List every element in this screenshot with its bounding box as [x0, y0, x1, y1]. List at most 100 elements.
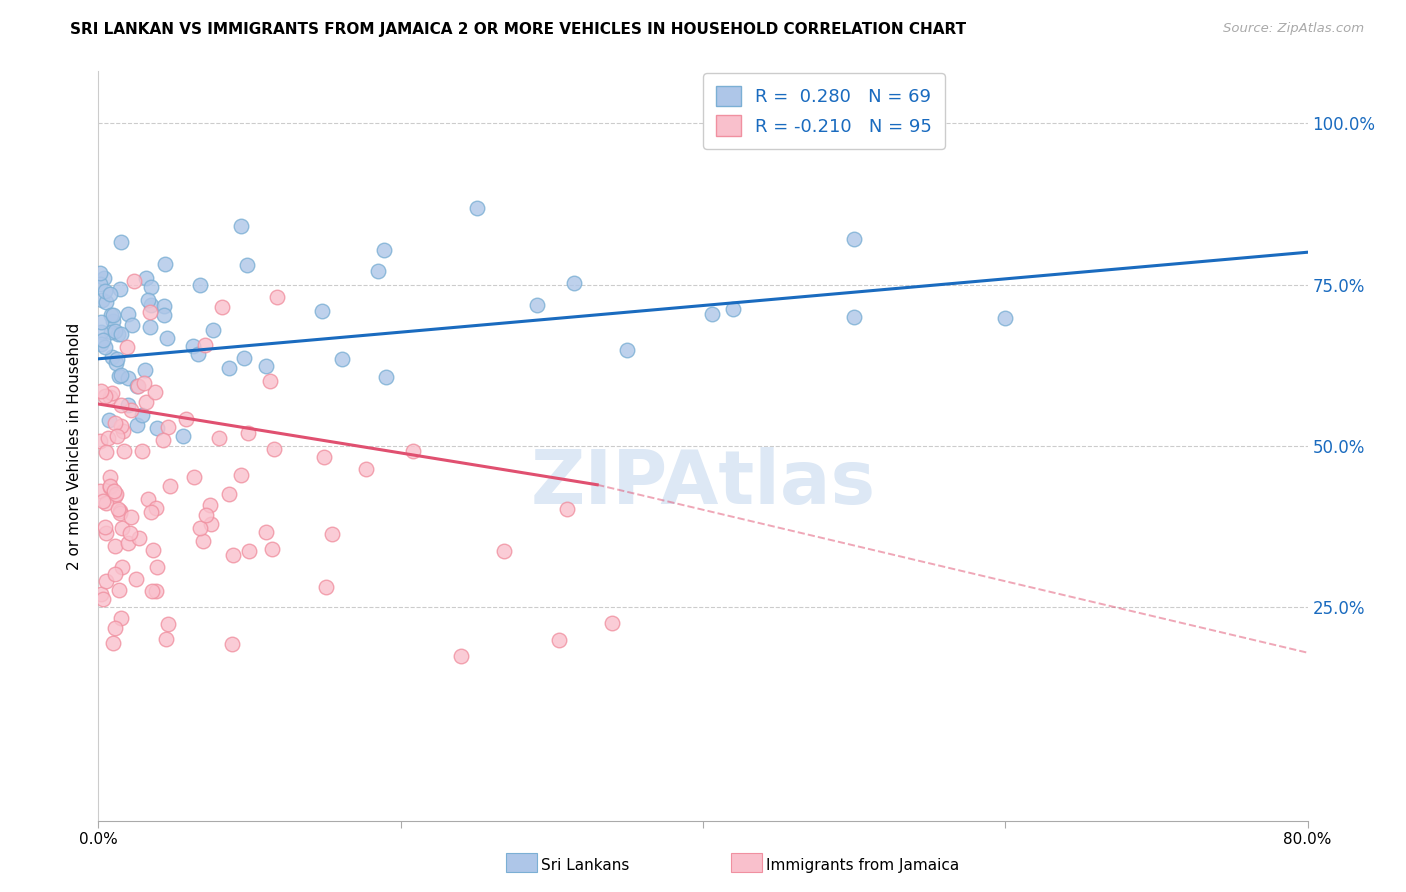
Point: [93, 520, 115, 534]
Point: [101, 386, 124, 401]
Point: [101, 308, 124, 322]
Point: [139, 319, 162, 334]
Point: [105, 487, 128, 501]
Point: [91, 333, 114, 347]
Point: [183, 339, 205, 353]
Point: [94, 294, 117, 309]
Point: [118, 526, 141, 541]
Point: [262, 542, 284, 557]
Point: [315, 580, 337, 594]
Point: [187, 347, 209, 361]
Point: [120, 403, 142, 417]
Point: [101, 636, 124, 650]
Point: [155, 258, 177, 272]
Point: [108, 503, 131, 517]
Point: [94, 445, 117, 459]
Point: [127, 379, 149, 393]
Point: [120, 510, 142, 524]
Point: [156, 331, 179, 345]
Point: [450, 649, 472, 664]
Point: [104, 621, 127, 635]
Point: [141, 297, 163, 311]
Point: [127, 379, 149, 393]
Point: [90, 293, 112, 308]
Point: [134, 376, 156, 390]
Point: [108, 282, 131, 296]
Point: [112, 444, 135, 458]
Point: [153, 299, 176, 313]
Point: [157, 420, 180, 434]
Point: [136, 293, 159, 307]
Legend: R =  0.280   N = 69, R = -0.210   N = 95: R = 0.280 N = 69, R = -0.210 N = 95: [703, 73, 945, 149]
Point: [117, 307, 139, 321]
Text: ZIPAtlas: ZIPAtlas: [530, 447, 876, 520]
Point: [110, 235, 132, 250]
Point: [188, 521, 211, 535]
Point: [141, 584, 163, 599]
Point: [616, 343, 638, 357]
Point: [492, 544, 515, 558]
Point: [723, 301, 745, 316]
Point: [127, 418, 149, 433]
Point: [146, 559, 169, 574]
Point: [330, 352, 353, 367]
Point: [91, 592, 114, 607]
Point: [994, 310, 1017, 325]
Point: [555, 501, 578, 516]
Point: [98, 470, 121, 484]
Point: [312, 450, 335, 465]
Point: [218, 361, 240, 376]
Point: [236, 258, 259, 272]
Point: [110, 419, 132, 434]
Point: [100, 287, 122, 301]
Point: [136, 491, 159, 506]
Point: [128, 531, 150, 545]
Point: [98, 390, 121, 404]
Point: [110, 611, 132, 625]
Point: [122, 274, 145, 288]
Point: [402, 443, 425, 458]
Point: [157, 616, 180, 631]
Point: [259, 374, 281, 388]
Point: [135, 270, 157, 285]
Point: [145, 500, 167, 515]
Point: [117, 340, 139, 354]
Point: [155, 632, 177, 646]
Point: [89, 277, 111, 292]
Point: [145, 583, 167, 598]
Point: [107, 327, 129, 342]
Point: [108, 506, 131, 520]
Point: [100, 350, 122, 364]
Point: [134, 363, 156, 377]
Point: [100, 309, 122, 323]
Point: [104, 489, 127, 503]
Point: [200, 517, 222, 532]
Point: [110, 368, 132, 382]
Point: [90, 587, 112, 601]
Point: [94, 496, 117, 510]
Point: [844, 310, 866, 324]
Point: [121, 318, 143, 332]
Point: [131, 408, 153, 422]
Point: [173, 429, 195, 443]
Point: [139, 279, 162, 293]
Point: [93, 271, 115, 285]
Point: [174, 412, 197, 426]
Point: [98, 478, 121, 492]
Point: [208, 431, 231, 445]
Point: [90, 384, 112, 398]
Point: [146, 421, 169, 435]
Point: [236, 425, 259, 440]
Point: [111, 425, 134, 439]
Point: [108, 582, 131, 597]
Point: [218, 487, 240, 501]
Point: [354, 461, 377, 475]
Point: [159, 479, 181, 493]
Point: [367, 263, 389, 277]
Point: [107, 502, 129, 516]
Point: [117, 536, 139, 550]
Point: [94, 340, 117, 354]
Point: [238, 544, 260, 558]
Point: [104, 416, 127, 430]
Point: [152, 433, 174, 447]
